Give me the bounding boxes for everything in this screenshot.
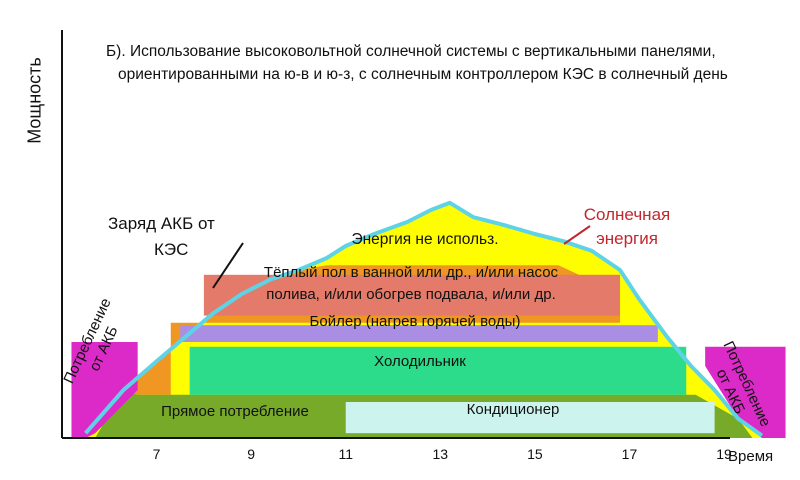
x-axis-label: Время <box>728 448 774 465</box>
battery-consumption-area-left <box>71 342 138 438</box>
solar-pointer <box>563 225 591 245</box>
x-tick-label: 13 <box>432 446 449 462</box>
x-tick-label: 7 <box>152 446 161 462</box>
y-axis-label: Мощность <box>24 57 45 144</box>
charge-pointer <box>212 242 244 289</box>
floor-heating-label: Тёплый пол в ванной или др., и/или насос… <box>263 264 559 303</box>
solar-energy-label: Солнечная энергия <box>583 205 671 248</box>
chart-title-line1: Б). Использование высоковольтной солнечн… <box>106 43 716 60</box>
boiler-block <box>180 325 658 342</box>
direct-consumption-label: Прямое потребление <box>161 403 309 420</box>
x-tick-label: 11 <box>338 446 354 462</box>
x-tick-label: 17 <box>621 446 638 462</box>
x-tick-label: 15 <box>527 446 543 462</box>
fridge-label: Холодильник <box>374 353 466 370</box>
air-conditioner-block <box>345 402 715 434</box>
fridge-block <box>189 346 687 395</box>
solar-energy-curve <box>84 200 764 438</box>
x-tick-label: 19 <box>716 446 732 462</box>
x-tick-label: 9 <box>247 446 256 462</box>
chart-title-line2: ориентированными на ю-в и ю-з, с солнечн… <box>118 66 728 83</box>
air-conditioner-label: Кондиционер <box>466 401 560 418</box>
floor-heating-block <box>203 274 621 316</box>
battery-charge-label: Заряд АКБ от КЭС <box>108 214 215 259</box>
boiler-label: Бойлер (нагрев горячей воды) <box>309 313 521 330</box>
unused-energy-label: Энергия не использ. <box>351 231 499 248</box>
battery-consumption-area-right <box>705 346 786 438</box>
